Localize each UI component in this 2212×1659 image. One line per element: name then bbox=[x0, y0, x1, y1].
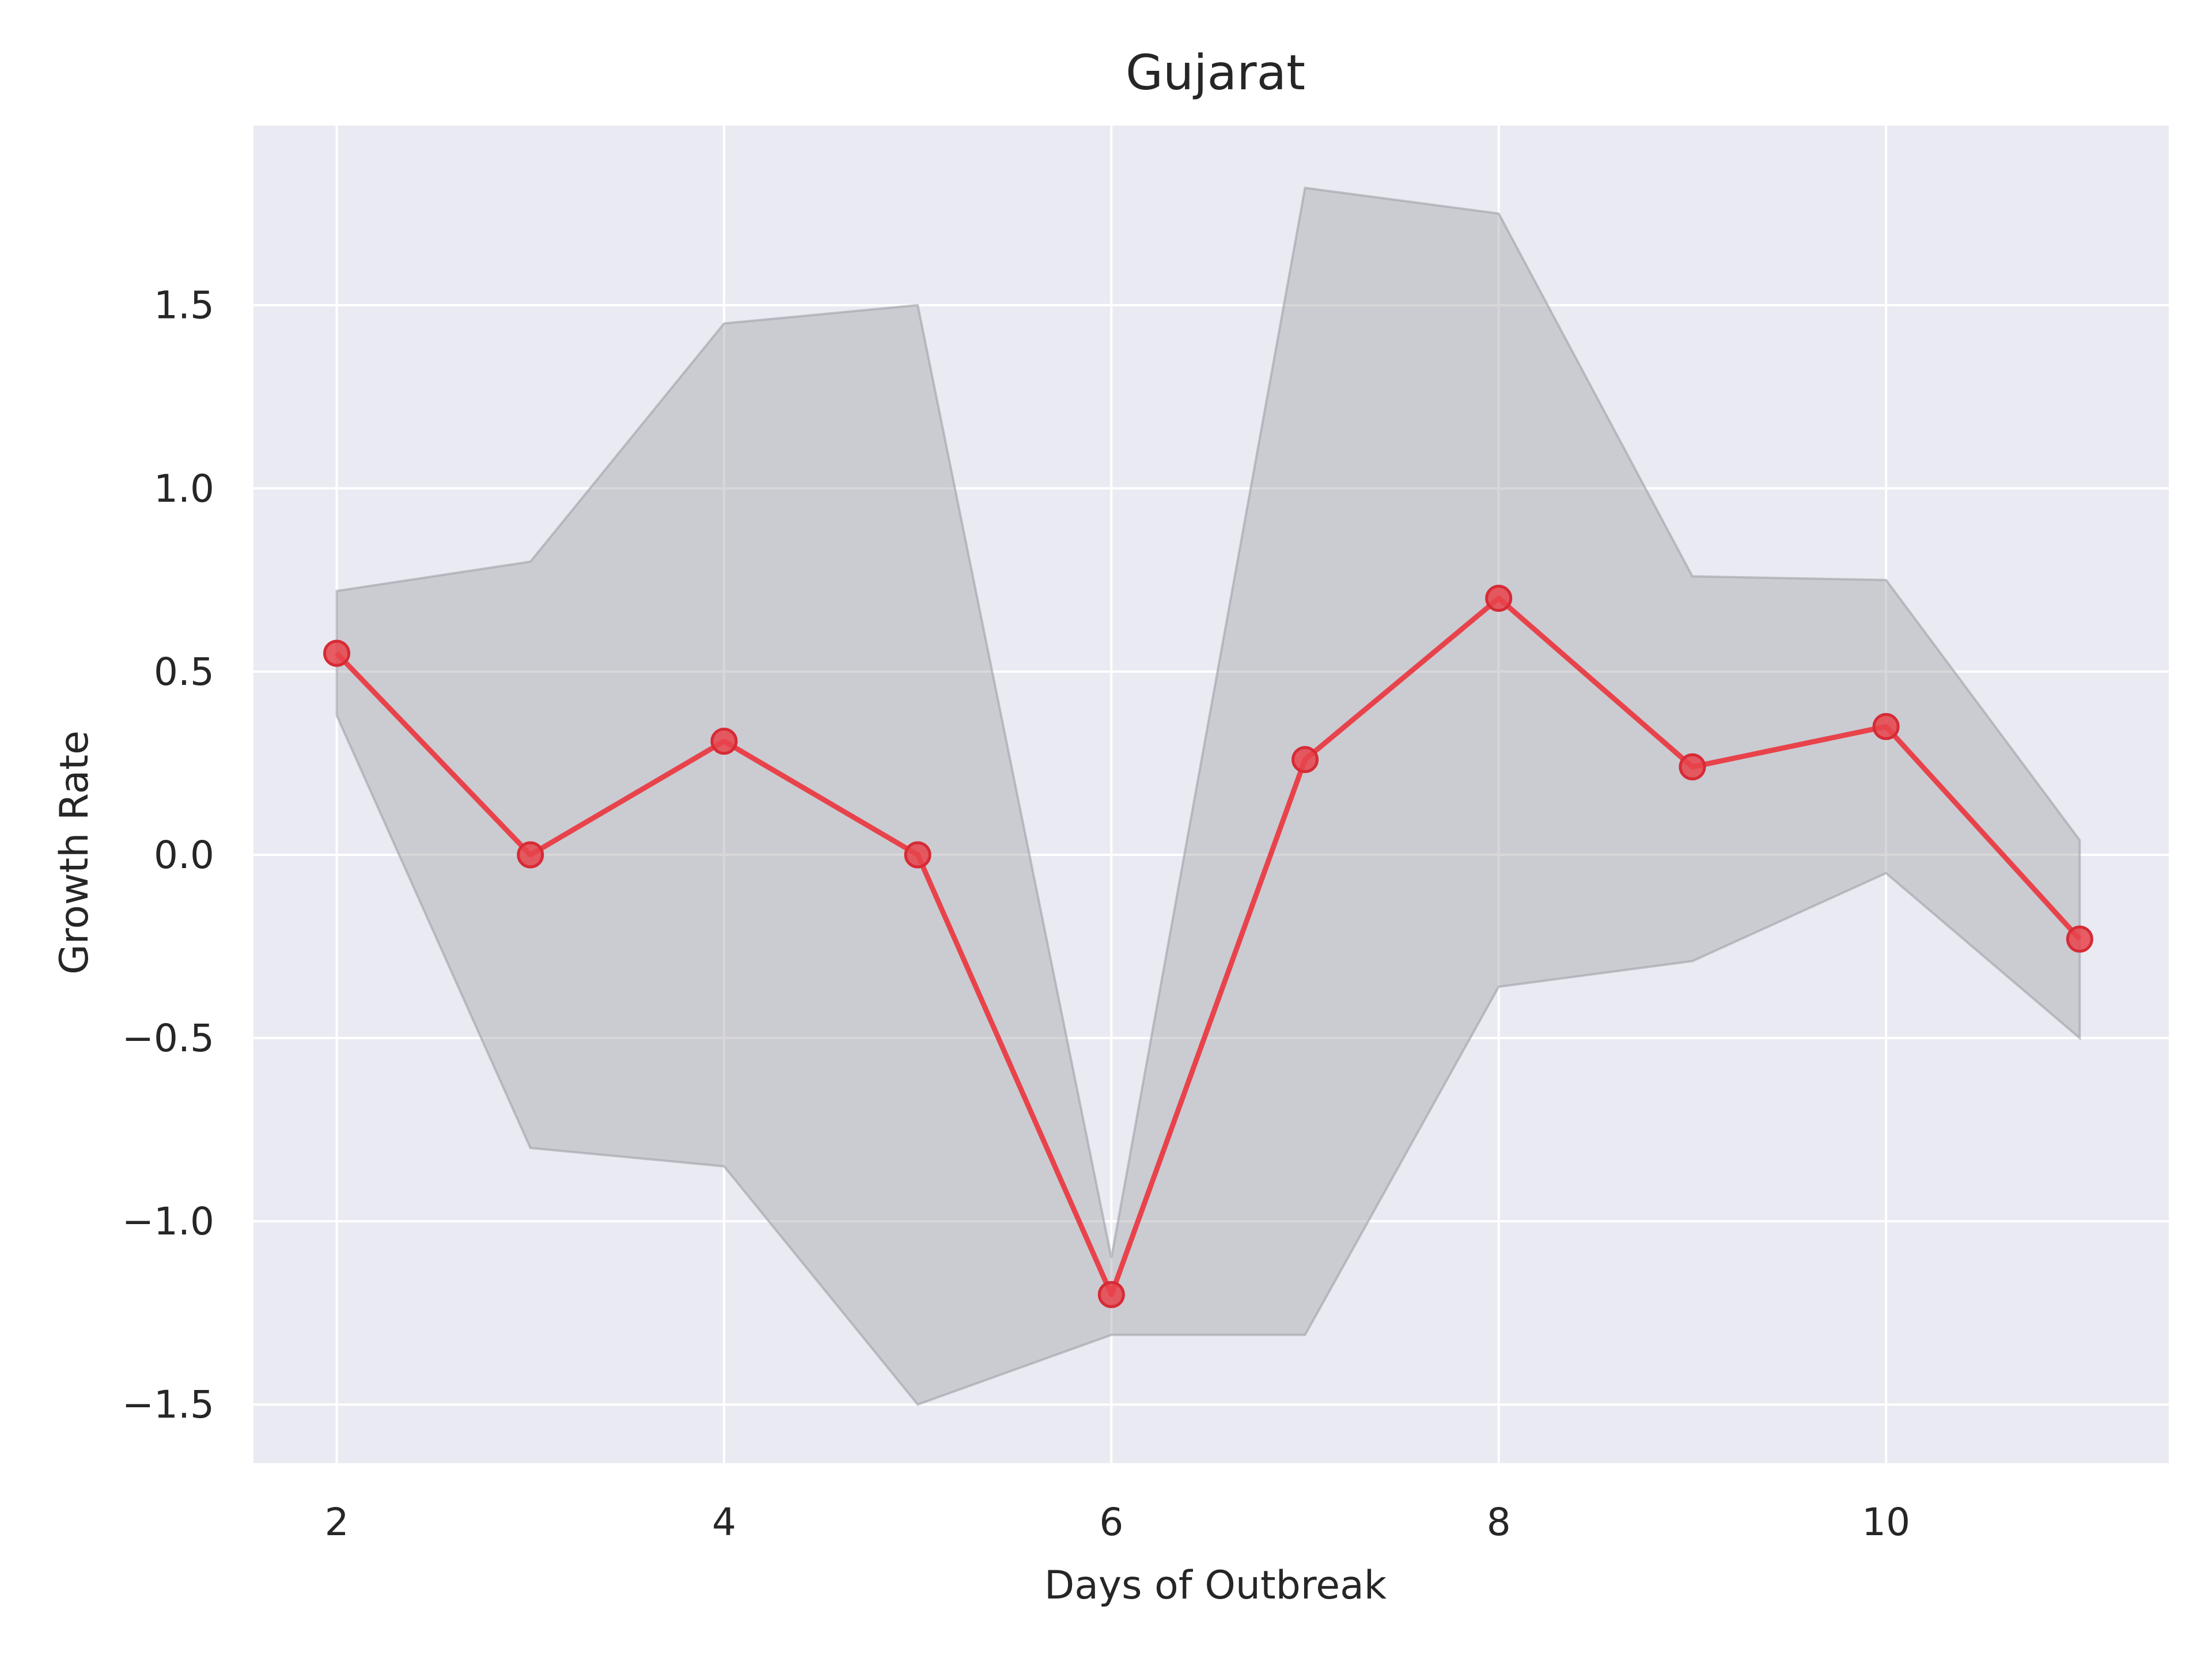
data-point bbox=[517, 841, 544, 869]
series-line-path bbox=[335, 596, 2082, 1297]
confidence-band bbox=[335, 186, 2081, 1406]
series-line bbox=[335, 596, 2082, 1297]
y-tick-label: −1.0 bbox=[122, 1199, 214, 1244]
data-point bbox=[904, 841, 931, 869]
x-tick-label: 6 bbox=[1099, 1500, 1123, 1544]
data-point bbox=[323, 639, 351, 667]
band-area bbox=[335, 186, 2081, 1406]
x-axis-label: Days of Outbreak bbox=[1044, 1563, 1387, 1608]
y-tick-label: −0.5 bbox=[122, 1016, 214, 1060]
y-tick-label: 0.5 bbox=[154, 650, 214, 694]
data-point bbox=[1485, 585, 1513, 612]
x-tick-label: 2 bbox=[325, 1500, 349, 1544]
x-tick-label: 8 bbox=[1487, 1500, 1511, 1544]
grid-lines bbox=[253, 126, 2169, 1463]
plot-background bbox=[253, 126, 2169, 1463]
data-point bbox=[1872, 713, 1900, 740]
x-tick-label: 10 bbox=[1862, 1500, 1910, 1544]
x-tick-label: 4 bbox=[712, 1500, 736, 1544]
x-tick-labels: 2 4 6 8 10 bbox=[325, 1500, 1911, 1544]
y-tick-label: 1.5 bbox=[154, 283, 214, 328]
data-point bbox=[2066, 925, 2093, 953]
y-tick-labels: −1.5 −1.0 −0.5 0.0 0.5 1.0 1.5 bbox=[122, 283, 214, 1427]
chart-title: Gujarat bbox=[1126, 44, 1305, 101]
data-point bbox=[1679, 753, 1706, 781]
y-axis-label: Growth Rate bbox=[52, 730, 97, 975]
data-point bbox=[1291, 746, 1319, 774]
data-point bbox=[710, 728, 738, 755]
y-tick-label: −1.5 bbox=[122, 1382, 214, 1427]
y-tick-label: 1.0 bbox=[154, 467, 214, 511]
series-markers bbox=[323, 585, 2093, 1308]
y-tick-label: 0.0 bbox=[154, 833, 214, 877]
data-point bbox=[1097, 1281, 1125, 1308]
